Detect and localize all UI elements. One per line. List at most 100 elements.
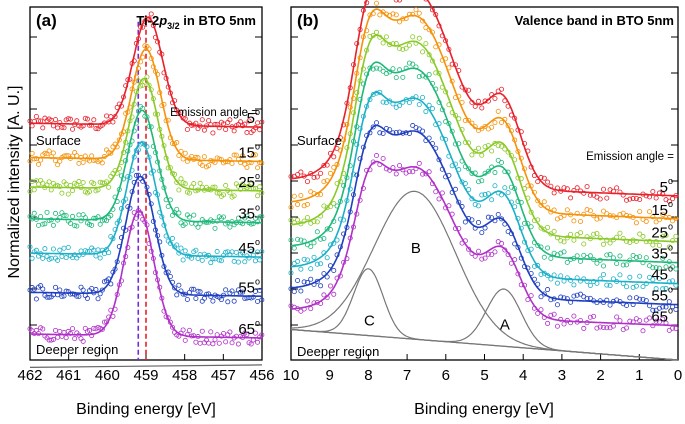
data-point xyxy=(591,313,597,319)
panel-a-x-tick-label: 456 xyxy=(249,367,274,384)
data-point xyxy=(108,150,114,156)
data-point xyxy=(485,168,491,174)
data-point xyxy=(250,152,256,158)
data-point xyxy=(318,170,324,176)
data-point xyxy=(380,99,386,105)
panel-a-fit-line xyxy=(30,48,262,163)
panel-a-angle-label: 15 xyxy=(238,144,255,161)
data-point xyxy=(482,191,488,197)
panel-b-series-35 xyxy=(288,60,679,272)
data-point xyxy=(27,244,33,250)
data-point xyxy=(377,12,383,18)
data-point xyxy=(406,100,412,106)
data-point xyxy=(318,261,324,267)
data-point xyxy=(324,274,330,280)
data-point xyxy=(601,263,607,269)
data-point xyxy=(321,162,327,168)
panel-b-title: Valence band in BTO 5nm xyxy=(515,13,674,28)
data-point xyxy=(489,252,495,258)
data-point xyxy=(594,216,600,222)
data-point xyxy=(252,258,258,264)
data-point xyxy=(53,158,59,164)
data-point xyxy=(656,305,662,311)
panel-a-series-5 xyxy=(27,11,265,136)
data-point xyxy=(545,320,551,326)
data-point xyxy=(617,230,623,236)
panel-a: 462 461 460 459 458 457 456 5 o15 o25 o35 o45 o55 o6… xyxy=(17,6,275,418)
data-point xyxy=(87,122,93,128)
data-point xyxy=(99,160,105,166)
data-point xyxy=(33,113,39,119)
data-point xyxy=(383,34,389,40)
data-point xyxy=(231,128,237,134)
data-point xyxy=(97,255,103,261)
data-point xyxy=(210,130,216,136)
data-point xyxy=(78,284,84,290)
data-point xyxy=(568,195,574,201)
data-point xyxy=(288,204,294,210)
data-point xyxy=(614,261,620,267)
data-point xyxy=(620,235,626,241)
data-point xyxy=(393,12,399,18)
data-point xyxy=(223,159,229,165)
data-point xyxy=(55,257,61,263)
data-point xyxy=(637,254,643,260)
data-point xyxy=(406,169,412,175)
data-point xyxy=(374,0,380,6)
data-point xyxy=(624,262,630,268)
y-axis-label: Normalized intensity [A. U.] xyxy=(6,86,23,279)
panel-a-ticks: 462 461 460 459 458 457 456 xyxy=(17,36,275,384)
data-point xyxy=(380,130,386,136)
data-point xyxy=(564,259,570,265)
data-point xyxy=(535,179,541,185)
data-point xyxy=(304,179,310,185)
data-point xyxy=(321,179,327,185)
data-point xyxy=(637,209,643,215)
panel-b-x-tick-label: 9 xyxy=(326,367,334,384)
data-point xyxy=(617,318,623,324)
data-point xyxy=(479,105,485,111)
data-point xyxy=(545,224,551,230)
data-point xyxy=(466,117,472,123)
data-point xyxy=(225,299,231,305)
data-point xyxy=(199,298,205,304)
data-point xyxy=(227,329,233,335)
data-point xyxy=(541,199,547,205)
data-point xyxy=(27,188,33,194)
data-point xyxy=(91,215,97,221)
data-point xyxy=(423,109,429,115)
panel-b-degree-mark: o xyxy=(668,285,673,295)
data-point xyxy=(377,66,383,72)
data-point xyxy=(577,188,583,194)
data-point xyxy=(199,162,205,168)
data-point xyxy=(50,336,56,342)
data-point xyxy=(551,311,557,317)
panel-a-degree-mark: o xyxy=(255,141,260,151)
data-point xyxy=(594,325,600,331)
data-point xyxy=(327,227,333,233)
data-point xyxy=(627,295,633,301)
data-point xyxy=(65,191,71,197)
data-point xyxy=(229,340,235,346)
data-point xyxy=(182,181,188,187)
data-point xyxy=(653,318,659,324)
data-point xyxy=(492,140,498,146)
data-point xyxy=(577,218,583,224)
data-point xyxy=(499,240,505,246)
data-point xyxy=(108,213,114,219)
data-point xyxy=(357,96,363,102)
data-point xyxy=(581,325,587,331)
panel-a-series-15 xyxy=(27,43,265,171)
data-point xyxy=(240,153,246,159)
data-point xyxy=(244,332,250,338)
data-point xyxy=(574,253,580,259)
data-point xyxy=(410,11,416,17)
data-point xyxy=(571,218,577,224)
data-point xyxy=(235,259,241,265)
data-point xyxy=(63,213,69,219)
data-point xyxy=(95,247,101,253)
data-point xyxy=(298,192,304,198)
data-point xyxy=(482,255,488,261)
data-point xyxy=(101,251,107,257)
data-point xyxy=(327,283,333,289)
